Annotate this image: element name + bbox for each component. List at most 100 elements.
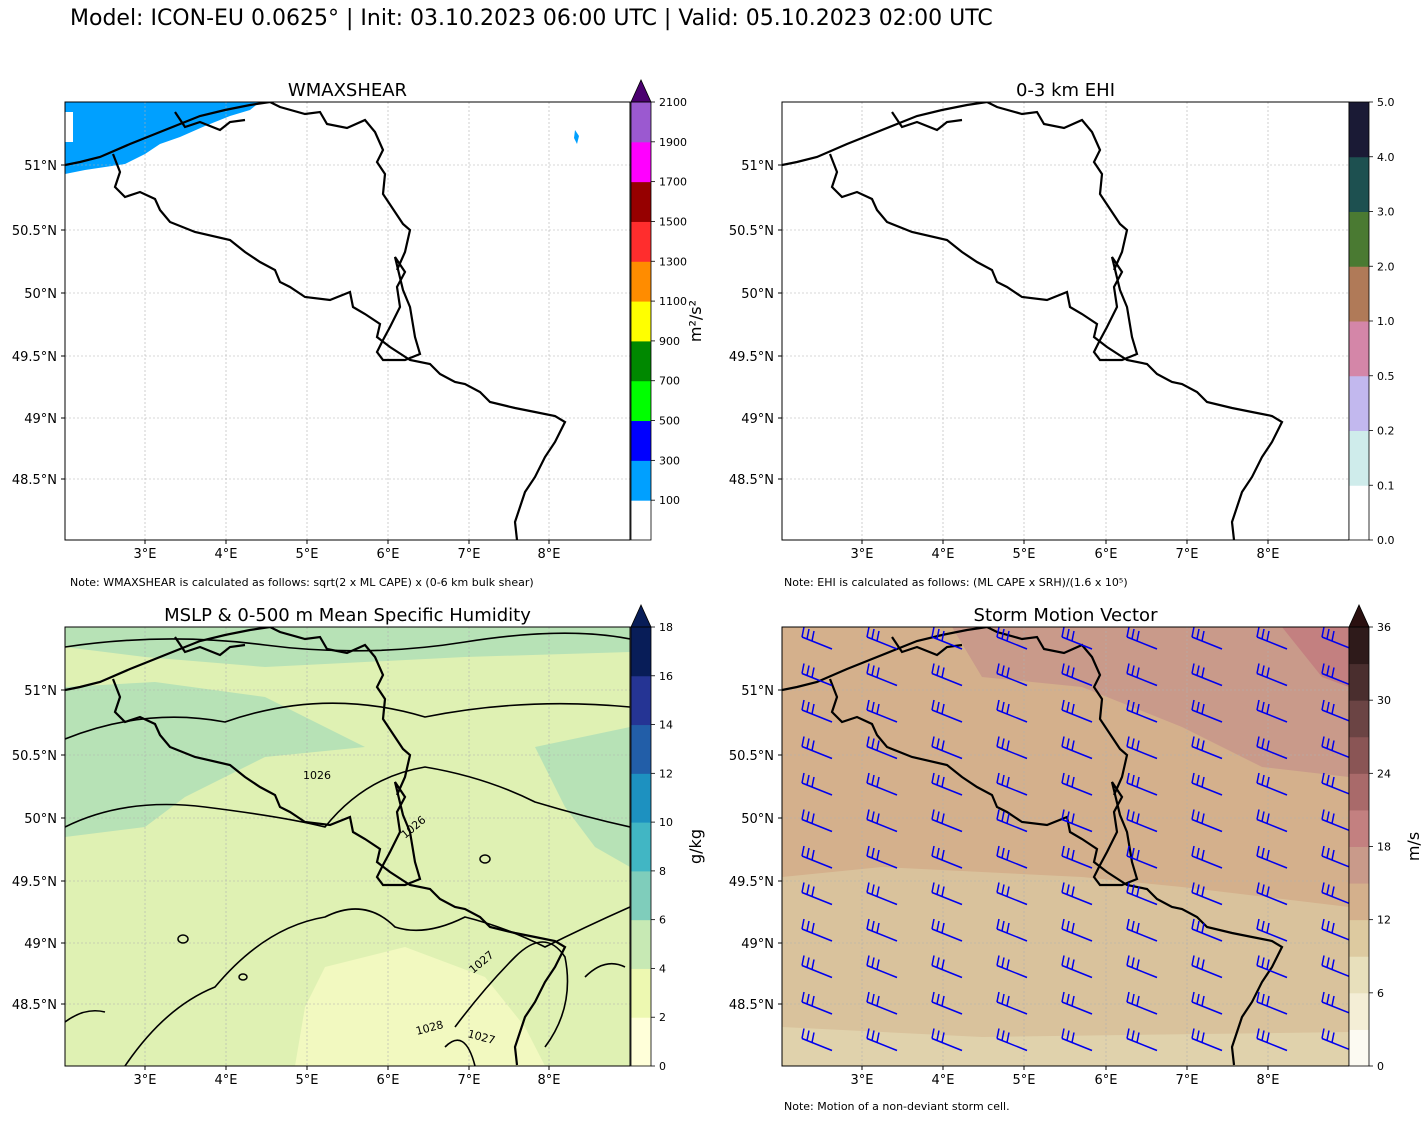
colorbar-segment [631, 500, 651, 541]
wind-barb [866, 991, 898, 1015]
isobar-ring-2 [479, 854, 491, 864]
wind-barb [1126, 882, 1158, 906]
lon-tick-label: 3°E [134, 1073, 157, 1088]
lon-tick-label: 7°E [458, 547, 481, 562]
map-frame [64, 101, 631, 541]
colorbar-tick-label: 900 [659, 335, 680, 348]
wind-barb [1061, 845, 1093, 869]
colorbar-segment [1349, 485, 1369, 541]
wind-barb [996, 918, 1028, 942]
lon-tick-label: 4°E [215, 547, 238, 562]
wind-barb [1126, 809, 1158, 833]
wind-barb [1321, 1028, 1349, 1051]
colorbar-unit-label: g/kg [686, 829, 705, 864]
wind-barb [1321, 809, 1349, 832]
colorbar-segment [1349, 375, 1369, 431]
wind-barb [1191, 699, 1223, 723]
colorbar-segment [631, 181, 651, 222]
colorbar-tick-label: 500 [659, 415, 680, 428]
lon-tick-label: 5°E [296, 547, 319, 562]
colorbar-segment [631, 724, 651, 774]
colorbar-segment [631, 968, 651, 1018]
humidity-band-north [65, 627, 630, 667]
wind-barb [1126, 918, 1158, 942]
speed-field-max [1282, 627, 1349, 687]
wind-barb [1321, 736, 1349, 759]
colorbar-tick-label: 2 [659, 1011, 666, 1024]
wind-barb [1321, 991, 1349, 1014]
colorbar-segment [631, 261, 651, 302]
colorbar-segment [1349, 883, 1369, 921]
wind-barb [931, 772, 963, 796]
lat-tick-label: 50°N [741, 812, 774, 827]
colorbar-tick-label: 4 [659, 962, 666, 975]
wind-barb [996, 663, 1028, 687]
lon-tick-label: 3°E [851, 1073, 874, 1088]
colorbar-unit-label: m/s [1404, 832, 1423, 861]
colorbar-segment [1349, 809, 1369, 847]
lon-tick-label: 8°E [1257, 1073, 1280, 1088]
colorbar-segment [1349, 430, 1369, 486]
lon-tick-label: 3°E [134, 547, 157, 562]
note-storm-motion: Note: Motion of a non-deviant storm cell… [784, 1100, 1010, 1113]
wind-barb [931, 809, 963, 833]
wind-barb [1191, 882, 1223, 906]
luxembourg-border [1092, 781, 1139, 887]
wind-barb [1061, 663, 1093, 687]
colorbar-tick-label: 0 [1377, 1060, 1384, 1073]
colorbar-tick-label: 12 [659, 767, 673, 780]
wind-barb [996, 809, 1028, 833]
wind-barb [801, 918, 833, 942]
colorbar-tick-label: 18 [1377, 841, 1391, 854]
wind-barb [996, 627, 1028, 650]
wind-barb [1061, 882, 1093, 906]
lon-tick-label: 5°E [296, 1073, 319, 1088]
wind-barb [1191, 663, 1223, 687]
lat-tick-label: 50°N [741, 287, 774, 302]
map-panel-1: 3°E 4°E 5°E 6°E 7°E 8°E 51°N 50.5°N 50°N 49.5°N 49… [729, 101, 1350, 562]
colorbar-tick-label: 4.0 [1377, 151, 1395, 164]
lat-tick-label: 49°N [24, 412, 57, 427]
wind-barb [866, 627, 898, 650]
lat-tick-label: 48.5°N [729, 998, 774, 1013]
speed-field-slow [782, 1027, 1349, 1066]
isobar-2 [65, 766, 630, 828]
colorbar-segment [631, 870, 651, 921]
colorbar-extend-arrow [1348, 604, 1370, 628]
lat-tick-label: 51°N [741, 684, 774, 699]
wind-barb [1321, 627, 1349, 649]
colorbar-segment [1349, 773, 1369, 811]
wind-barb [1256, 699, 1288, 723]
wmaxshear-field-spot [574, 130, 579, 144]
wind-barb [866, 955, 898, 979]
wind-barb [1191, 845, 1223, 869]
colorbar-segment [1349, 700, 1369, 738]
lon-tick-label: 6°E [377, 547, 400, 562]
lat-tick-label: 50.5°N [12, 224, 57, 239]
lat-tick-label: 50°N [24, 812, 57, 827]
wind-barb [1061, 627, 1093, 650]
colorbar-tick-label: 10 [659, 816, 673, 829]
colorbar-2: 0 2 4 6 8 10 12 14 16 18 g/kg [630, 604, 705, 1073]
figure-title: Model: ICON-EU 0.0625° | Init: 03.10.202… [70, 6, 993, 31]
wind-barb [1126, 845, 1158, 869]
colorbar-segment [1349, 156, 1369, 212]
colorbar-1: 0.0 0.1 0.2 0.5 1.0 2.0 3.0 4.0 5.0 [1348, 96, 1395, 547]
wind-barb [801, 809, 833, 833]
north-border [891, 111, 963, 132]
wind-barb [931, 845, 963, 869]
wind-barb [866, 736, 898, 760]
wind-barb [866, 663, 898, 687]
colorbar-tick-label: 0.2 [1377, 425, 1395, 438]
colorbar-tick-label: 16 [659, 670, 673, 683]
east-border [269, 627, 412, 796]
map-panel-3: 3°E 4°E 5°E 6°E 7°E 8°E 51°N 50.5°N 50°N 49.5°N 49… [729, 626, 1350, 1088]
wind-barb [996, 955, 1028, 979]
colorbar-tick-label: 300 [659, 454, 680, 467]
wind-barb [1256, 845, 1288, 869]
colorbar-tick-label: 1900 [659, 136, 687, 149]
wind-barb [1321, 918, 1349, 941]
east-border [986, 627, 1129, 796]
lat-tick-label: 48.5°N [12, 473, 57, 488]
colorbar-segment [631, 340, 651, 382]
